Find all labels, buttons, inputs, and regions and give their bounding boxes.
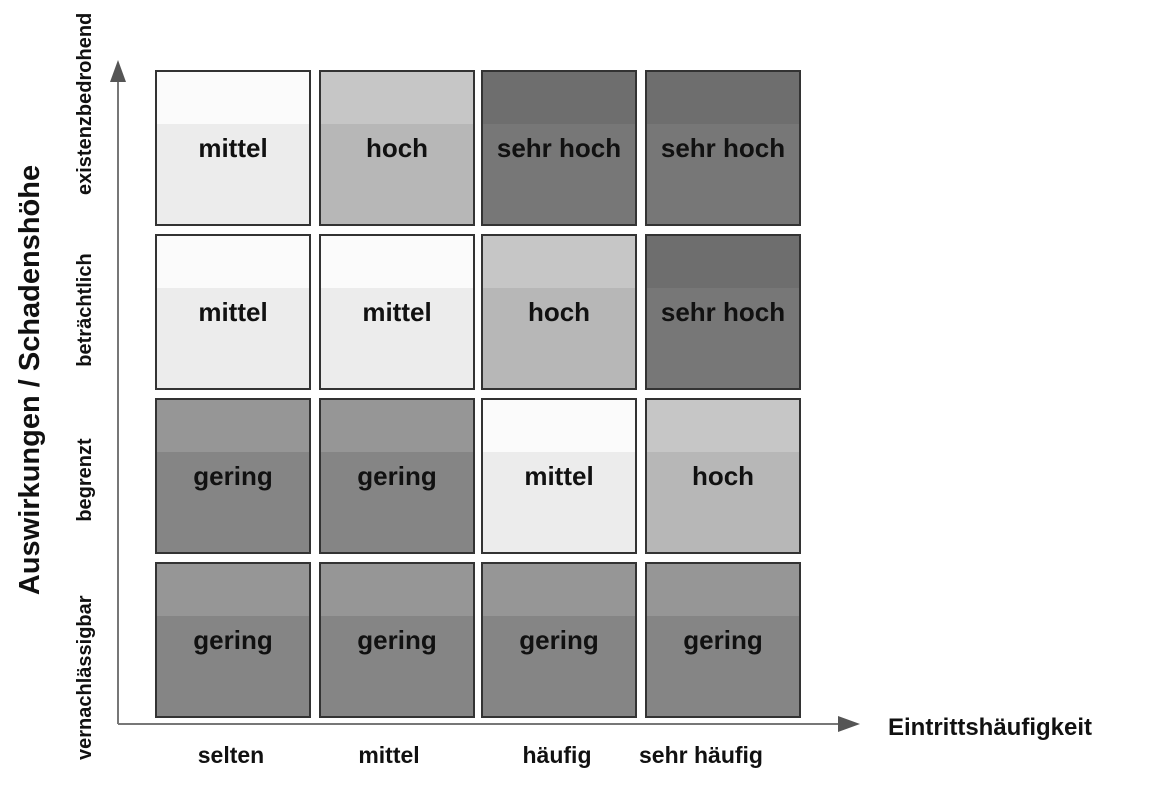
cell-label: mittel [198, 296, 268, 327]
cell-label: gering [683, 624, 763, 655]
y-axis-title: Auswirkungen / Schadenshöhe [14, 164, 46, 596]
cell-label: mittel [198, 132, 268, 163]
cell-label: gering [519, 624, 599, 655]
y-tick-label: beträchtlich [74, 253, 96, 367]
y-tick-label: vernachlässigbar [74, 595, 96, 760]
matrix-cell: mittel [155, 70, 311, 226]
cell-label: hoch [365, 132, 429, 163]
matrix-cell: sehr hoch [645, 234, 801, 390]
cell-label: gering [193, 624, 273, 655]
matrix-cell: gering [155, 398, 311, 554]
matrix-cell: gering [645, 562, 801, 718]
matrix-cell: gering [319, 398, 475, 554]
cell-label: sehr hoch [660, 132, 786, 163]
cell-label: hoch [691, 460, 755, 491]
matrix-cell: hoch [645, 398, 801, 554]
cell-label: sehr hoch [660, 296, 786, 327]
matrix-cell: sehr hoch [645, 70, 801, 226]
matrix-cell: mittel [481, 398, 637, 554]
x-tick-label: sehr häufig [639, 742, 763, 768]
matrix-cell: mittel [319, 234, 475, 390]
matrix-cell: gering [481, 562, 637, 718]
matrix-cell: sehr hoch [481, 70, 637, 226]
x-tick-label: selten [197, 742, 265, 768]
cell-label: gering [357, 460, 437, 491]
matrix-cell: gering [155, 562, 311, 718]
x-axis-arrow-icon [838, 716, 860, 732]
y-tick-label: existenzbedrohend [74, 12, 96, 195]
cell-label: gering [357, 624, 437, 655]
matrix-cell: mittel [155, 234, 311, 390]
matrix-cell: hoch [481, 234, 637, 390]
cell-label: mittel [524, 460, 594, 491]
y-axis-arrow-icon [110, 60, 126, 82]
x-tick-label: häufig [522, 742, 592, 768]
x-tick-label: mittel [358, 742, 420, 768]
x-axis-title: Eintrittshäufigkeit [888, 714, 1093, 741]
cell-label: hoch [527, 296, 591, 327]
matrix-cell: gering [319, 562, 475, 718]
y-tick-label: begrenzt [74, 438, 96, 522]
cell-label: mittel [362, 296, 432, 327]
cell-label: gering [193, 460, 273, 491]
cell-label: sehr hoch [496, 132, 622, 163]
matrix-cell: hoch [319, 70, 475, 226]
